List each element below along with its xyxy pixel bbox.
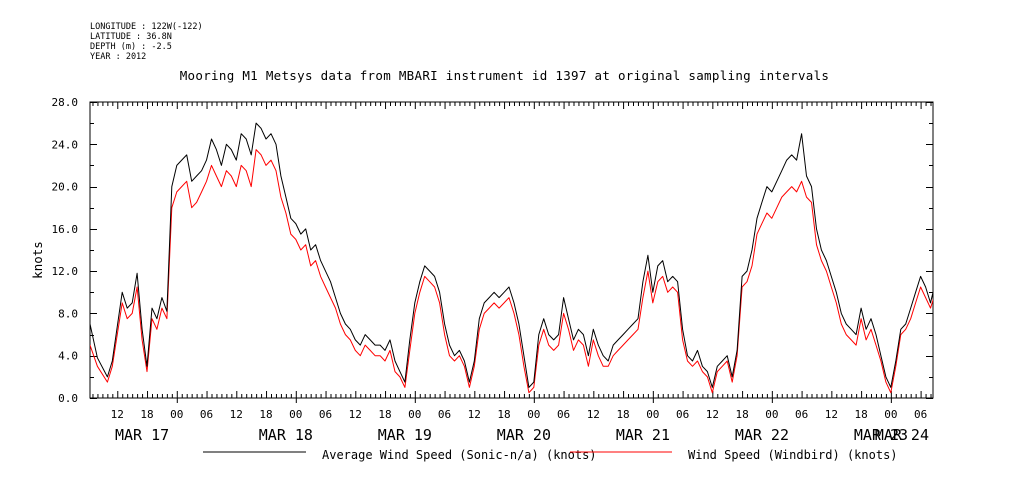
legend-label-windbird: Wind Speed (Windbird) (knots) [688,448,898,462]
plot-frame [89,101,934,399]
x-tick-label: 18 [259,408,272,421]
x-tick-label: 06 [319,408,332,421]
meta-line: YEAR : 2012 [90,52,147,62]
x-tick-label: 18 [616,408,629,421]
series-group [90,122,933,394]
y-tick-label: 16.0 [52,223,79,236]
x-tick-label: 06 [557,408,570,421]
x-tick-label: 00 [884,408,897,421]
x-tick-label: 12 [587,408,600,421]
x-tick-label: 00 [646,408,659,421]
x-tick-label: 12 [825,408,838,421]
x-tick-label: 18 [378,408,391,421]
x-tick-label: 18 [497,408,510,421]
y-tick-label: 28.0 [52,96,79,109]
x-tick-label: 06 [676,408,689,421]
y-tick-label: 4.0 [58,350,78,363]
y-tick-label: 8.0 [58,307,78,320]
y-tick-label: 20.0 [52,181,79,194]
x-tick-label: 12 [111,408,124,421]
series-line-sonic [90,122,933,388]
day-label: MAR 17 [115,426,169,444]
x-tick-label: 18 [140,408,153,421]
x-tick-label: 12 [706,408,719,421]
x-tick-label: 12 [230,408,243,421]
x-tick-label: 06 [438,408,451,421]
x-tick-label: 00 [408,408,421,421]
legend-label-sonic: Average Wind Speed (Sonic-n/a) (knots) [322,448,597,462]
y-tick-label: 12.0 [52,265,79,278]
x-tick-label: 12 [468,408,481,421]
x-tick-label: 18 [735,408,748,421]
y-axis-label: knots [30,241,45,279]
day-label: MAR 24 [875,426,929,444]
y-tick-label: 0.0 [58,392,78,405]
x-tick-label: 00 [527,408,540,421]
x-tick-label: 12 [349,408,362,421]
day-label: MAR 23 [854,426,908,444]
y-tick-label: 24.0 [52,138,79,151]
x-tick-label: 18 [854,408,867,421]
x-tick-label: 00 [289,408,302,421]
meta-line: LATITUDE : 36.8N [90,32,172,42]
meta-line: LONGITUDE : 122W(-122) [90,22,203,32]
day-label: MAR 19 [378,426,432,444]
day-label: MAR 20 [497,426,551,444]
x-tick-label: 00 [170,408,183,421]
x-tick-label: 06 [914,408,927,421]
x-tick-label: 00 [765,408,778,421]
x-tick-label: 06 [200,408,213,421]
day-label: MAR 21 [616,426,670,444]
day-label: MAR 22 [735,426,789,444]
series-line-windbird [90,149,933,394]
meta-line: DEPTH (m) : -2.5 [90,42,172,52]
chart-title: Mooring M1 Metsys data from MBARI instru… [179,68,830,83]
x-tick-label: 06 [795,408,808,421]
day-label: MAR 18 [259,426,313,444]
metadata-block: LONGITUDE : 122W(-122) LATITUDE : 36.8N … [90,22,203,62]
